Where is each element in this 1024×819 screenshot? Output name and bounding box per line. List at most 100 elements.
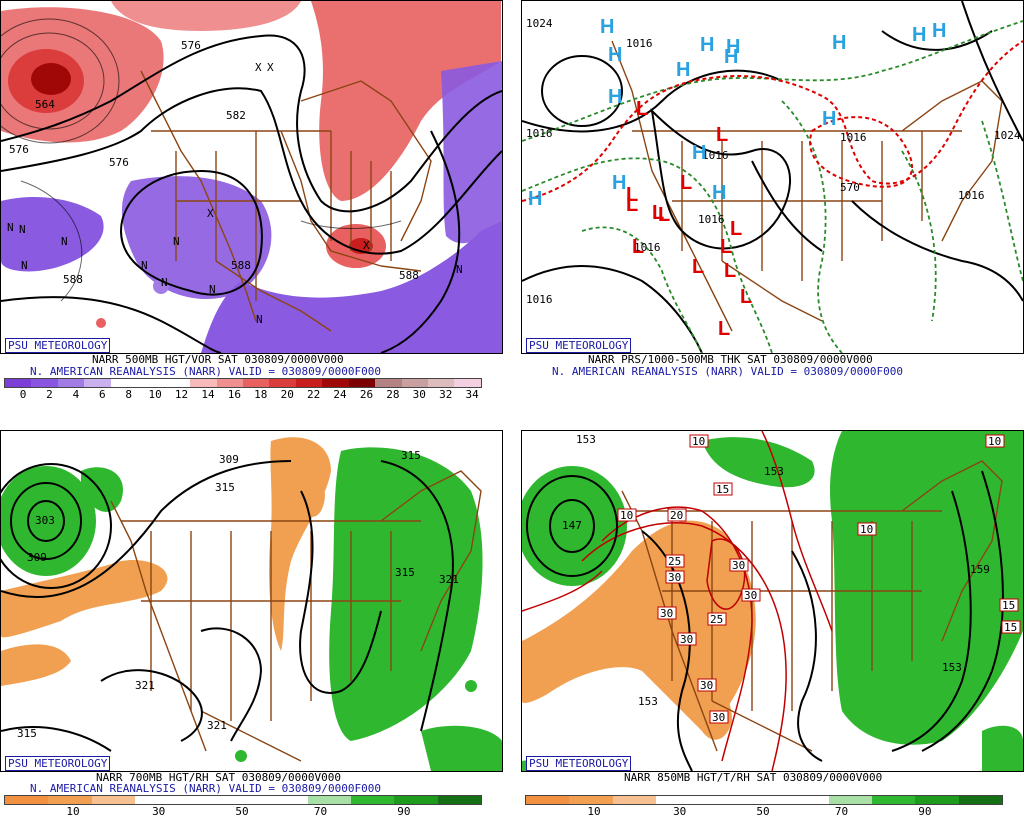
- height-contours: [1, 460, 454, 752]
- isobar-label: 1024: [994, 129, 1021, 142]
- color-scale-ticks: 10 30 50 70 90: [525, 806, 1001, 818]
- thickness-contours: [522, 20, 1023, 353]
- vort-min-marker: N: [19, 223, 26, 236]
- temperature-label-box: [617, 508, 637, 522]
- color-scale-tick: 70: [834, 805, 849, 818]
- high-pressure-marker: H: [932, 20, 946, 42]
- vort-max-marker: X: [207, 207, 214, 220]
- color-scale-tick: 0: [19, 388, 27, 401]
- vort-max-marker: X: [363, 239, 370, 252]
- contour-label: 576: [181, 39, 201, 52]
- temperature-label: 30: [744, 589, 757, 602]
- high-pressure-marker: H: [822, 108, 836, 130]
- low-pressure-marker: L: [720, 236, 732, 258]
- temperature-label: 30: [700, 679, 713, 692]
- contour-label: 576: [9, 143, 29, 156]
- panel-title: NARR PRS/1000-500MB THK SAT 030809/0000V…: [588, 353, 873, 366]
- political-borders: [140, 70, 432, 332]
- color-scale-swatch: [612, 796, 656, 804]
- color-scale-swatch: [872, 796, 916, 804]
- map-500mb: 576 576 564 576 582 588 588 588 N N N N …: [0, 0, 503, 354]
- temperature-label: 30: [712, 711, 725, 724]
- temperature-label-box: [667, 508, 687, 522]
- temperature-label: 15: [1004, 621, 1017, 634]
- contour-label: 321: [439, 573, 459, 586]
- isobar-label: 1016: [958, 189, 985, 202]
- color-scale-swatch: [242, 379, 270, 387]
- isobars: [522, 1, 1023, 353]
- color-scale-tick: 34: [465, 388, 479, 401]
- vort-min-marker: N: [209, 283, 216, 296]
- color-scale-tick: 20: [280, 388, 294, 401]
- color-scale-tick: 4: [72, 388, 80, 401]
- contour-label: 588: [231, 259, 251, 272]
- temperature-labels: 10 15 10 10 20 10 25 30 30 30 25 30 30 30 30 15 15: [617, 434, 1021, 724]
- color-scale-swatch: [958, 796, 1002, 804]
- color-scale-tick: 50: [756, 805, 770, 818]
- low-pressure-marker: L: [716, 124, 728, 146]
- contour-label: 303: [35, 514, 55, 527]
- political-borders: [611, 40, 1003, 332]
- high-pressure-marker: H: [712, 182, 726, 204]
- isobar-label: 1016: [702, 149, 729, 162]
- color-scale-swatch: [307, 796, 352, 804]
- isobar-label: 1024: [526, 17, 553, 30]
- color-scale-tick: 18: [254, 388, 268, 401]
- temperature-label: 25: [710, 613, 723, 626]
- high-pressure-marker: H: [700, 34, 714, 56]
- color-scale-ticks: 0 2 4 6 8 10 12 14 16 18 20 22 24 26 28 30 32 34: [4, 389, 480, 401]
- temperature-label-box: [713, 482, 733, 496]
- height-label: 153: [638, 695, 658, 708]
- color-scale-tick: 28: [386, 388, 400, 401]
- high-pressure-marker: H: [692, 142, 706, 164]
- color-scale-tick: 22: [307, 388, 321, 401]
- color-scale-tick: 50: [235, 805, 249, 818]
- vort-min-marker: N: [141, 259, 148, 272]
- contour-label: 582: [226, 109, 246, 122]
- color-scale-tick: 90: [397, 805, 411, 818]
- color-scale-swatch: [569, 796, 613, 804]
- height-labels: 153 153 147 159 153 153: [562, 433, 990, 708]
- temperature-label: 15: [716, 483, 729, 496]
- contour-label: 576: [109, 156, 129, 169]
- contour-label: 315: [395, 566, 415, 579]
- isobar-label: 1016: [840, 131, 867, 144]
- temperature-label-box: [677, 632, 697, 646]
- color-scale-tick: 8: [125, 388, 133, 401]
- high-pressure-marker: H: [912, 24, 926, 46]
- source-badge: PSU METEOROLOGY: [526, 338, 632, 353]
- low-pressure-marker: L: [730, 218, 742, 240]
- vort-min-marker: N: [61, 235, 68, 248]
- color-scale-swatch: [428, 379, 455, 387]
- panel-subtitle: N. AMERICAN REANALYSIS (NARR) VALID = 03…: [30, 782, 381, 795]
- panel-title: NARR 700MB HGT/RH SAT 030809/0000V000: [96, 771, 342, 784]
- color-scale-tick: 26: [359, 388, 374, 401]
- panel-title: NARR 500MB HGT/VOR SAT 030809/0000V000: [92, 353, 344, 366]
- color-scale-swatch: [655, 796, 700, 804]
- isobar-label: 1016: [698, 213, 725, 226]
- temperature-label-box: [709, 710, 729, 724]
- color-scale-swatch: [5, 379, 32, 387]
- panel-subtitle: N. AMERICAN REANALYSIS (NARR) VALID = 03…: [30, 365, 381, 378]
- low-pressure-marker: L: [652, 202, 664, 224]
- vorticity-fill-positive: [1, 1, 501, 328]
- color-scale-swatch: [110, 379, 138, 387]
- color-scale-swatch: [57, 379, 85, 387]
- height-label: 153: [942, 661, 962, 674]
- color-scale-swatch: [163, 379, 191, 387]
- temperature-label: 10: [692, 435, 705, 448]
- color-scale-tick: 12: [174, 388, 189, 401]
- panel-title: NARR 850MB HGT/T/RH SAT 030809/0000V000: [624, 771, 883, 784]
- temperature-label: 10: [988, 435, 1001, 448]
- temperature-label-box: [697, 678, 717, 692]
- color-scale-swatch: [134, 796, 179, 804]
- temperature-label: 30: [660, 607, 673, 620]
- vort-min-marker: N: [7, 221, 14, 234]
- color-scale-tick: 24: [333, 388, 347, 401]
- height-label: 153: [576, 433, 596, 446]
- rh-temp-850-map: 153 153 147 159 153 153 10 15 10 10 20 10 25 30…: [522, 431, 1023, 771]
- color-scale-swatch: [178, 796, 222, 804]
- temperature-label-box: [689, 434, 709, 448]
- low-pressure-marker: L: [718, 318, 730, 340]
- color-scale-swatch: [48, 796, 92, 804]
